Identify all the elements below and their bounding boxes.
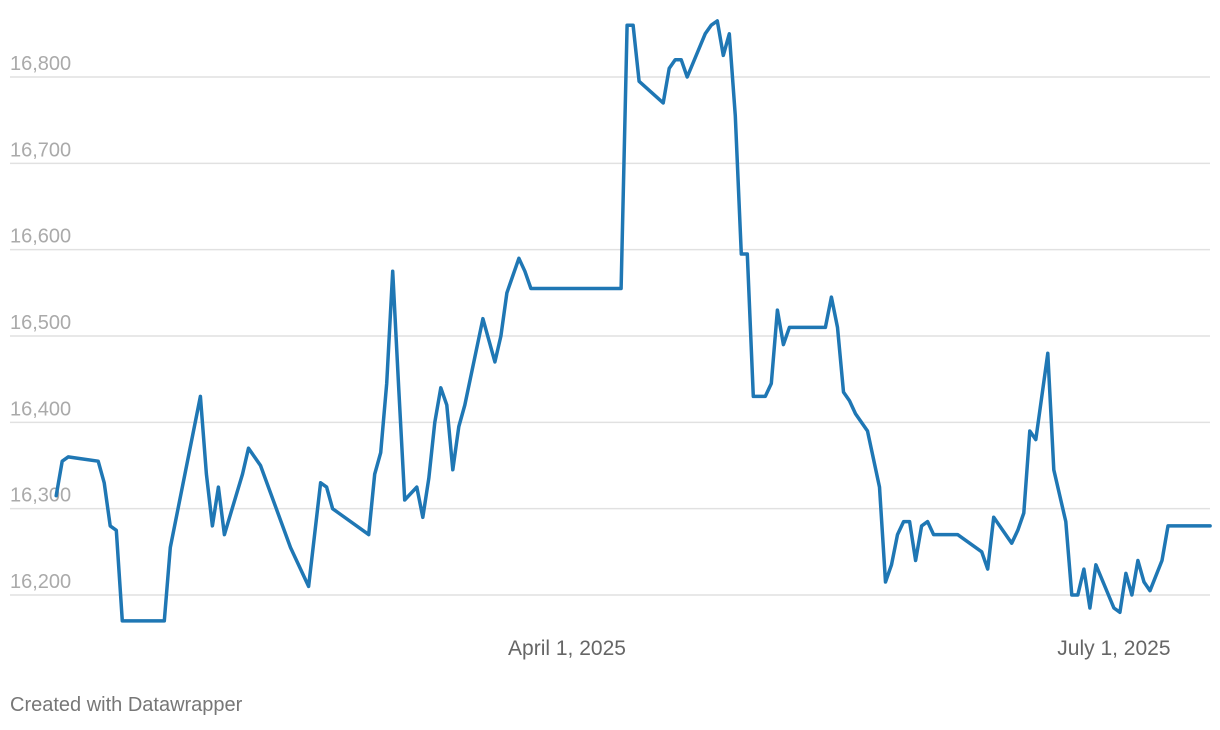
- y-tick-label: 16,200: [10, 571, 71, 593]
- y-tick-label: 16,600: [10, 226, 71, 248]
- y-tick-label: 16,800: [10, 53, 71, 75]
- y-tick-label: 16,700: [10, 139, 71, 161]
- x-tick-label: July 1, 2025: [1057, 637, 1170, 660]
- gridlines: [10, 76, 1210, 596]
- x-tick-label: April 1, 2025: [508, 637, 626, 660]
- x-axis-ticks: April 1, 2025 July 1, 2025: [508, 637, 1170, 660]
- y-axis-ticks: 16,200 16,300 16,400 16,500 16,600 16,700 16,8…: [10, 53, 71, 593]
- series-line: [54, 19, 1212, 623]
- y-tick-label: 16,400: [10, 398, 71, 420]
- series-layer: [54, 19, 1212, 623]
- y-tick-label: 16,300: [10, 485, 71, 507]
- datawrapper-credit: Created with Datawrapper: [10, 694, 243, 716]
- y-tick-label: 16,500: [10, 312, 71, 334]
